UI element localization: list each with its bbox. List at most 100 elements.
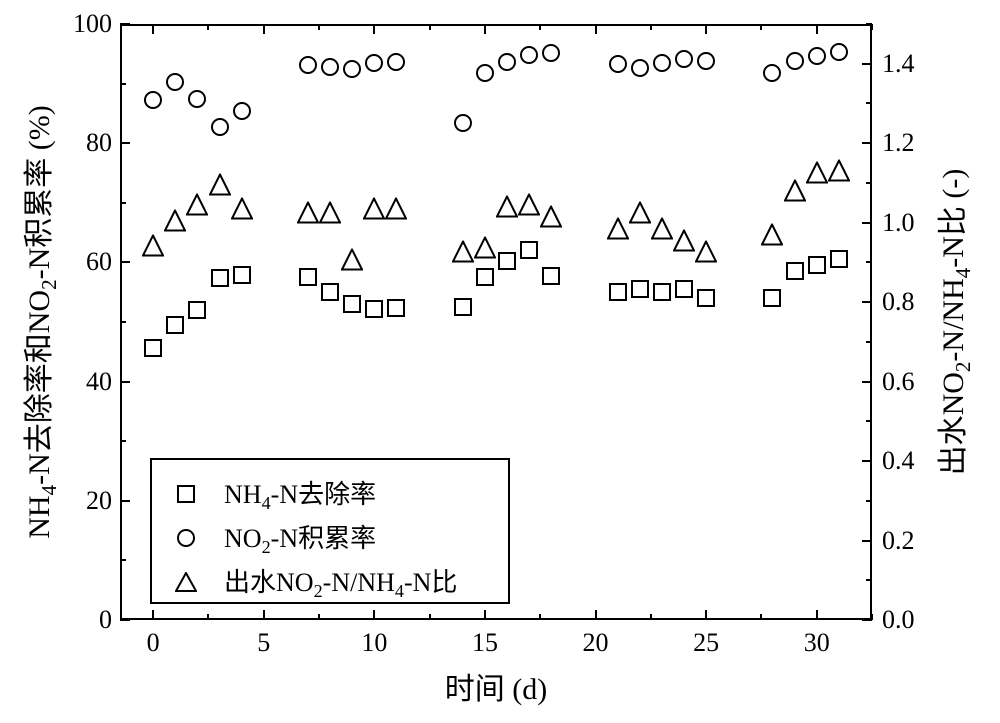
series-ratio-point [806,161,828,188]
x-tick [595,24,597,34]
series-no2-accum-point [233,102,251,120]
yL-minor-tick [120,440,126,442]
series-ratio-point [231,197,253,224]
yR-tick-label: 0.0 [882,605,915,635]
yR-tick-label: 1.0 [882,208,915,238]
series-no2-accum-point [321,58,339,76]
x-tick-label: 25 [693,628,719,658]
chart-container: NH4-N去除率 NO2-N积累率 出水NO2-N/NH4-N比 时间 (d) … [0,0,1000,723]
series-nh4-removal-point [830,250,848,268]
yR-tick [862,540,872,542]
series-no2-accum-point [786,52,804,70]
legend-label: NH4-N去除率 [224,474,376,514]
x-minor-tick [539,614,541,620]
x-tick-label: 10 [361,628,387,658]
x-tick [484,24,486,34]
series-no2-accum-point [476,64,494,82]
triangle-icon [166,572,206,592]
x-tick-label: 5 [257,628,270,658]
series-nh4-removal-point [211,269,229,287]
x-tick [373,24,375,34]
x-tick [484,610,486,620]
series-ratio-point [297,201,319,228]
series-no2-accum-point [365,54,383,72]
x-tick [705,610,707,620]
series-ratio-point [540,205,562,232]
series-nh4-removal-point [476,268,494,286]
yR-minor-tick [866,182,872,184]
yL-tick [120,261,130,263]
x-tick [263,610,265,620]
series-nh4-removal-point [675,280,693,298]
x-minor-tick [429,24,431,30]
yR-tick [862,63,872,65]
x-minor-tick [539,24,541,30]
yL-tick-label: 80 [70,128,112,158]
x-tick [373,610,375,620]
series-nh4-removal-point [808,256,826,274]
x-minor-tick [318,24,320,30]
yL-minor-tick [120,321,126,323]
yL-minor-tick [120,83,126,85]
x-minor-tick [650,614,652,620]
series-nh4-removal-point [144,339,162,357]
series-ratio-point [828,160,850,187]
legend-box: NH4-N去除率 NO2-N积累率 出水NO2-N/NH4-N比 [150,458,510,604]
yL-tick-label: 0 [70,605,112,635]
yR-minor-tick [866,341,872,343]
series-no2-accum-point [609,55,627,73]
x-tick-label: 15 [472,628,498,658]
series-ratio-point [496,195,518,222]
yL-tick [120,619,130,621]
yR-tick [862,222,872,224]
legend-row: NO2-N积累率 [166,518,494,558]
series-nh4-removal-point [299,268,317,286]
series-nh4-removal-point [233,266,251,284]
series-nh4-removal-point [542,267,560,285]
series-nh4-removal-point [520,241,538,259]
series-nh4-removal-point [321,283,339,301]
series-no2-accum-point [343,60,361,78]
circle-icon [166,529,206,547]
x-tick [263,24,265,34]
yR-tick-label: 0.6 [882,367,915,397]
x-tick [152,24,154,34]
yR-tick [862,301,872,303]
series-nh4-removal-point [498,252,516,270]
series-no2-accum-point [211,118,229,136]
yR-tick-label: 1.4 [882,49,915,79]
legend-label: 出水NO2-N/NH4-N比 [224,562,457,602]
series-no2-accum-point [697,52,715,70]
series-ratio-point [341,249,363,276]
series-ratio-point [695,241,717,268]
series-nh4-removal-point [166,316,184,334]
series-ratio-point [673,229,695,256]
series-nh4-removal-point [365,300,383,318]
series-nh4-removal-point [763,289,781,307]
x-tick-label: 20 [583,628,609,658]
x-minor-tick [318,614,320,620]
y-left-axis-label: NH4-N去除率和NO2-N积累率 (%) [14,105,62,538]
x-minor-tick [760,24,762,30]
yR-tick-label: 1.2 [882,128,915,158]
x-tick-label: 0 [147,628,160,658]
x-axis-label: 时间 (d) [445,664,547,708]
series-no2-accum-point [166,73,184,91]
series-ratio-point [452,241,474,268]
legend-label: NO2-N积累率 [224,518,376,558]
series-no2-accum-point [653,54,671,72]
series-ratio-point [761,223,783,250]
x-tick [816,610,818,620]
series-nh4-removal-point [343,295,361,313]
series-ratio-point [363,197,385,224]
series-no2-accum-point [830,43,848,61]
series-nh4-removal-point [697,289,715,307]
series-nh4-removal-point [631,280,649,298]
yR-tick-label: 0.4 [882,446,915,476]
series-nh4-removal-point [188,301,206,319]
x-minor-tick [429,614,431,620]
yR-minor-tick [866,23,872,25]
x-minor-tick [207,614,209,620]
yR-tick [862,460,872,462]
x-tick-label: 30 [804,628,830,658]
